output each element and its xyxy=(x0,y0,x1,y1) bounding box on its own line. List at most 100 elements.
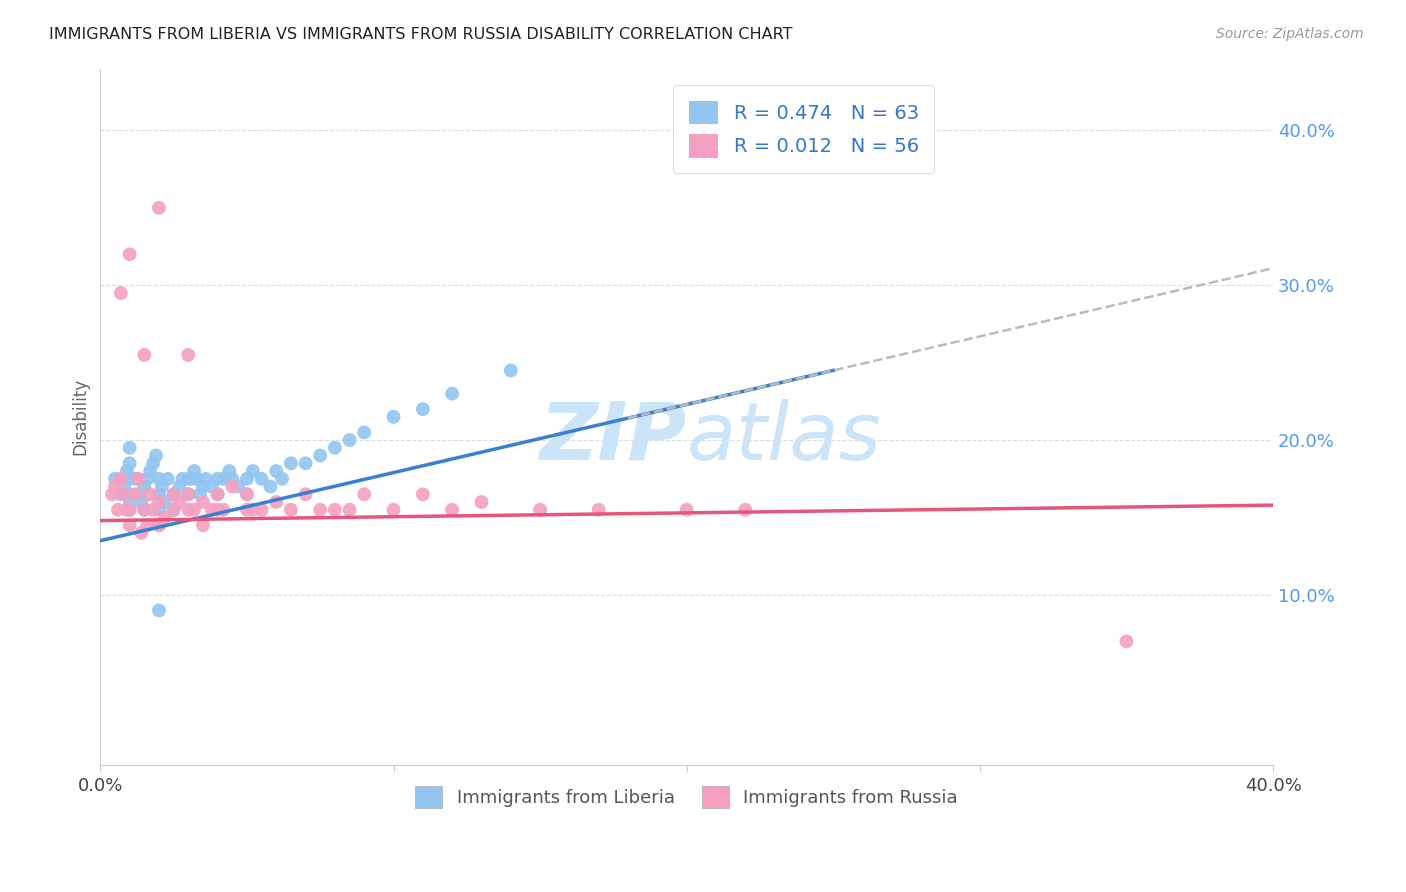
Point xyxy=(309,502,332,516)
Legend: Immigrants from Liberia, Immigrants from Russia: Immigrants from Liberia, Immigrants from… xyxy=(408,779,966,815)
Point xyxy=(150,479,173,493)
Point xyxy=(169,479,191,493)
Point xyxy=(242,464,264,478)
Point xyxy=(339,502,361,516)
Point xyxy=(221,472,243,486)
Point xyxy=(177,472,200,486)
Point xyxy=(294,487,316,501)
Y-axis label: Disability: Disability xyxy=(72,378,89,456)
Point xyxy=(280,456,302,470)
Point xyxy=(323,502,346,516)
Point xyxy=(499,363,522,377)
Point xyxy=(259,479,281,493)
Point xyxy=(218,464,240,478)
Point xyxy=(118,518,141,533)
Point xyxy=(236,487,259,501)
Point xyxy=(191,518,214,533)
Point xyxy=(134,502,156,516)
Point xyxy=(212,502,235,516)
Point xyxy=(139,464,162,478)
Point xyxy=(264,464,287,478)
Point xyxy=(194,472,217,486)
Point xyxy=(115,502,138,516)
Text: atlas: atlas xyxy=(686,399,882,476)
Point xyxy=(183,502,205,516)
Point xyxy=(177,487,200,501)
Point xyxy=(136,472,159,486)
Point xyxy=(226,479,249,493)
Point xyxy=(118,472,141,486)
Point xyxy=(382,409,405,424)
Point xyxy=(675,502,697,516)
Point xyxy=(134,348,156,362)
Point xyxy=(153,495,176,509)
Point xyxy=(201,479,224,493)
Point xyxy=(118,456,141,470)
Point xyxy=(309,449,332,463)
Point xyxy=(339,433,361,447)
Point xyxy=(169,495,191,509)
Point xyxy=(136,518,159,533)
Point xyxy=(131,526,153,541)
Point xyxy=(110,472,132,486)
Point xyxy=(148,518,170,533)
Point xyxy=(264,495,287,509)
Point xyxy=(127,472,149,486)
Point xyxy=(212,472,235,486)
Point xyxy=(186,472,208,486)
Point xyxy=(207,472,229,486)
Point xyxy=(118,495,141,509)
Point xyxy=(118,502,141,516)
Point xyxy=(134,502,156,516)
Point xyxy=(112,479,135,493)
Point xyxy=(529,502,551,516)
Point xyxy=(118,487,141,501)
Point xyxy=(207,502,229,516)
Point xyxy=(177,487,200,501)
Point xyxy=(221,479,243,493)
Point xyxy=(191,495,214,509)
Point xyxy=(323,441,346,455)
Point xyxy=(148,518,170,533)
Point xyxy=(142,502,165,516)
Point xyxy=(183,464,205,478)
Point xyxy=(188,487,211,501)
Point xyxy=(142,456,165,470)
Point xyxy=(110,285,132,300)
Point xyxy=(131,495,153,509)
Point xyxy=(118,502,141,516)
Point xyxy=(353,425,375,440)
Point xyxy=(412,402,434,417)
Point xyxy=(104,479,127,493)
Point xyxy=(201,502,224,516)
Point xyxy=(250,472,273,486)
Point xyxy=(180,472,202,486)
Point xyxy=(163,487,186,501)
Point xyxy=(242,502,264,516)
Point xyxy=(177,348,200,362)
Point xyxy=(156,472,179,486)
Point xyxy=(148,201,170,215)
Point xyxy=(236,487,259,501)
Point xyxy=(353,487,375,501)
Point xyxy=(1115,634,1137,648)
Point xyxy=(110,487,132,501)
Point xyxy=(207,487,229,501)
Point xyxy=(280,502,302,516)
Point xyxy=(163,502,186,516)
Point xyxy=(107,502,129,516)
Point xyxy=(441,386,464,401)
Point xyxy=(127,487,149,501)
Point xyxy=(588,502,610,516)
Point xyxy=(271,472,294,486)
Point xyxy=(134,479,156,493)
Point xyxy=(148,502,170,516)
Point xyxy=(172,472,194,486)
Point xyxy=(441,502,464,516)
Text: IMMIGRANTS FROM LIBERIA VS IMMIGRANTS FROM RUSSIA DISABILITY CORRELATION CHART: IMMIGRANTS FROM LIBERIA VS IMMIGRANTS FR… xyxy=(49,27,793,42)
Point xyxy=(148,495,170,509)
Point xyxy=(145,449,167,463)
Point xyxy=(470,495,492,509)
Point xyxy=(177,502,200,516)
Point xyxy=(163,487,186,501)
